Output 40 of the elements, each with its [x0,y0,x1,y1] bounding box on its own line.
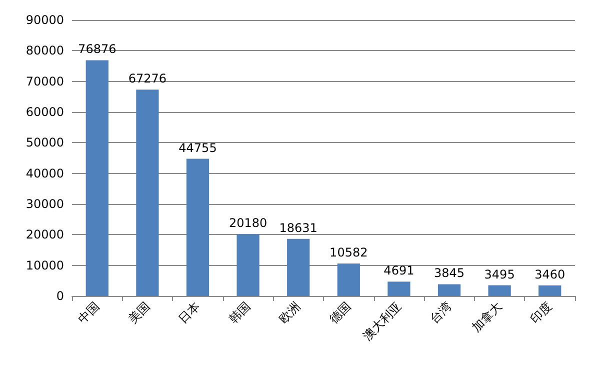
x-tick-label: 韩国 [226,299,253,326]
bar [337,264,360,296]
bar [438,284,461,296]
bar [186,158,210,296]
data-label: 4691 [384,264,414,278]
data-label: 18631 [279,220,318,235]
data-label: 10582 [330,246,368,260]
bar [488,285,511,296]
x-tick-label: 美国 [126,299,152,326]
data-label: 20180 [228,216,268,230]
y-tick-label: 60000 [26,105,64,119]
bar [136,90,159,296]
bar [388,282,410,296]
x-tick-label: 中国 [75,299,102,326]
x-tick-label: 欧洲 [276,299,304,326]
y-tick-label: 80000 [26,44,64,58]
x-tick-label: 印度 [528,299,555,326]
data-label: 3845 [434,266,465,280]
data-label: 67276 [128,72,167,86]
x-tick-label: 日本 [176,299,203,326]
bar [236,234,260,296]
x-tick-label: 加拿大 [469,299,504,334]
x-tick-label: 澳大利亚 [360,299,404,343]
bar [86,60,108,296]
y-tick-label: 30000 [26,197,64,211]
bar [287,238,310,296]
data-label: 3460 [534,267,566,282]
y-tick-label: 70000 [26,74,64,88]
x-tick-label: 德国 [326,299,354,326]
y-tick-label: 90000 [26,13,64,27]
y-tick-label: 0 [56,289,64,303]
data-label: 76876 [78,42,116,56]
data-label: 3495 [484,267,515,282]
y-tick-label: 10000 [26,258,64,272]
bar [538,285,562,296]
data-label: 44755 [178,140,217,155]
y-tick-label: 40000 [26,166,64,180]
y-tick-label: 20000 [26,228,64,242]
y-tick-label: 50000 [26,136,64,150]
x-tick-label: 台湾 [427,299,454,326]
